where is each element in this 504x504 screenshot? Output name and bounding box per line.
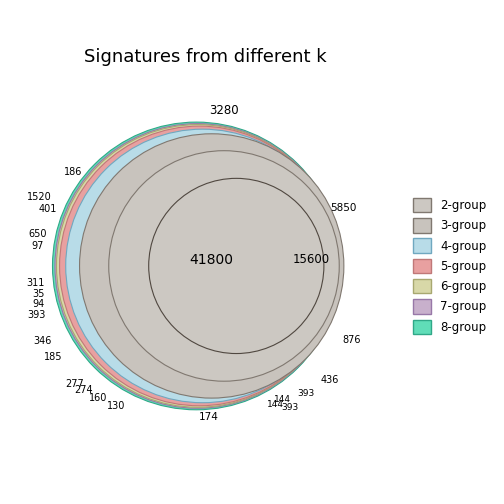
Text: 185: 185	[44, 352, 62, 361]
Text: 186: 186	[64, 167, 83, 177]
Circle shape	[66, 129, 339, 403]
Text: 393: 393	[27, 310, 46, 320]
Text: 41800: 41800	[190, 253, 234, 267]
Text: 876: 876	[342, 335, 361, 345]
Title: Signatures from different k: Signatures from different k	[84, 47, 327, 66]
Text: 650: 650	[29, 229, 47, 239]
Text: 160: 160	[89, 393, 107, 403]
Text: 15600: 15600	[293, 254, 330, 266]
Text: 94: 94	[32, 299, 44, 309]
Text: 35: 35	[32, 289, 44, 298]
Text: 5850: 5850	[330, 203, 356, 213]
Circle shape	[59, 126, 339, 406]
Text: 393: 393	[281, 403, 298, 412]
Text: 311: 311	[26, 278, 44, 288]
Text: 1520: 1520	[27, 192, 52, 202]
Legend: 2-group, 3-group, 4-group, 5-group, 6-group, 7-group, 8-group: 2-group, 3-group, 4-group, 5-group, 6-gr…	[410, 194, 490, 338]
Circle shape	[55, 123, 340, 408]
Text: 144: 144	[274, 395, 291, 404]
Text: 277: 277	[66, 380, 84, 389]
Circle shape	[56, 124, 339, 407]
Text: 174: 174	[199, 412, 219, 421]
Text: 393: 393	[298, 389, 315, 398]
Circle shape	[109, 151, 339, 381]
Text: 346: 346	[33, 336, 52, 346]
Text: 401: 401	[38, 204, 56, 214]
Text: 130: 130	[107, 401, 125, 411]
Circle shape	[80, 134, 344, 398]
Text: 144: 144	[267, 400, 284, 409]
Text: 3280: 3280	[209, 104, 239, 117]
Text: 436: 436	[321, 374, 339, 385]
Text: 97: 97	[32, 241, 44, 251]
Text: 274: 274	[75, 386, 93, 396]
Circle shape	[52, 122, 340, 410]
